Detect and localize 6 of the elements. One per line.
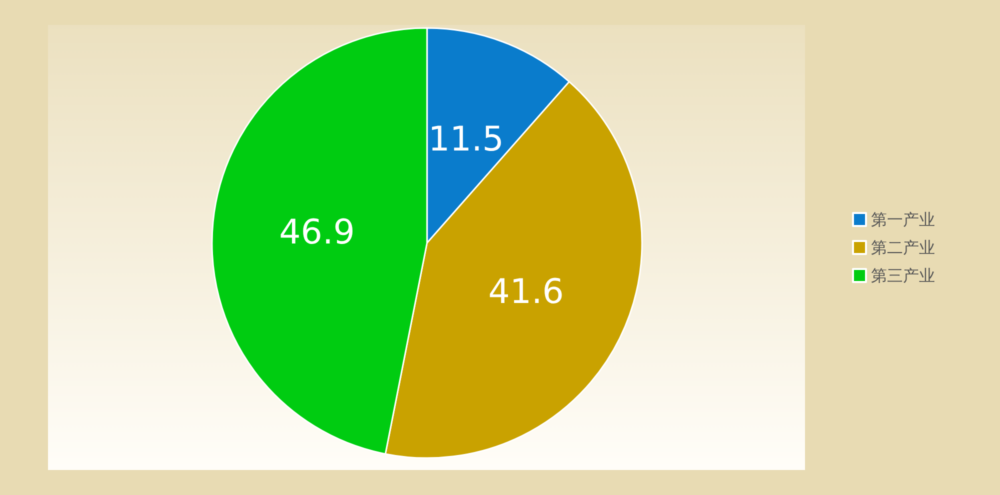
- legend-label: 第一产业: [871, 210, 935, 229]
- data-label: 41.6: [488, 272, 564, 312]
- data-label: 46.9: [279, 212, 355, 252]
- data-label: 11.5: [428, 120, 504, 160]
- legend-label: 第二产业: [871, 238, 935, 257]
- legend-label: 第三产业: [871, 266, 935, 285]
